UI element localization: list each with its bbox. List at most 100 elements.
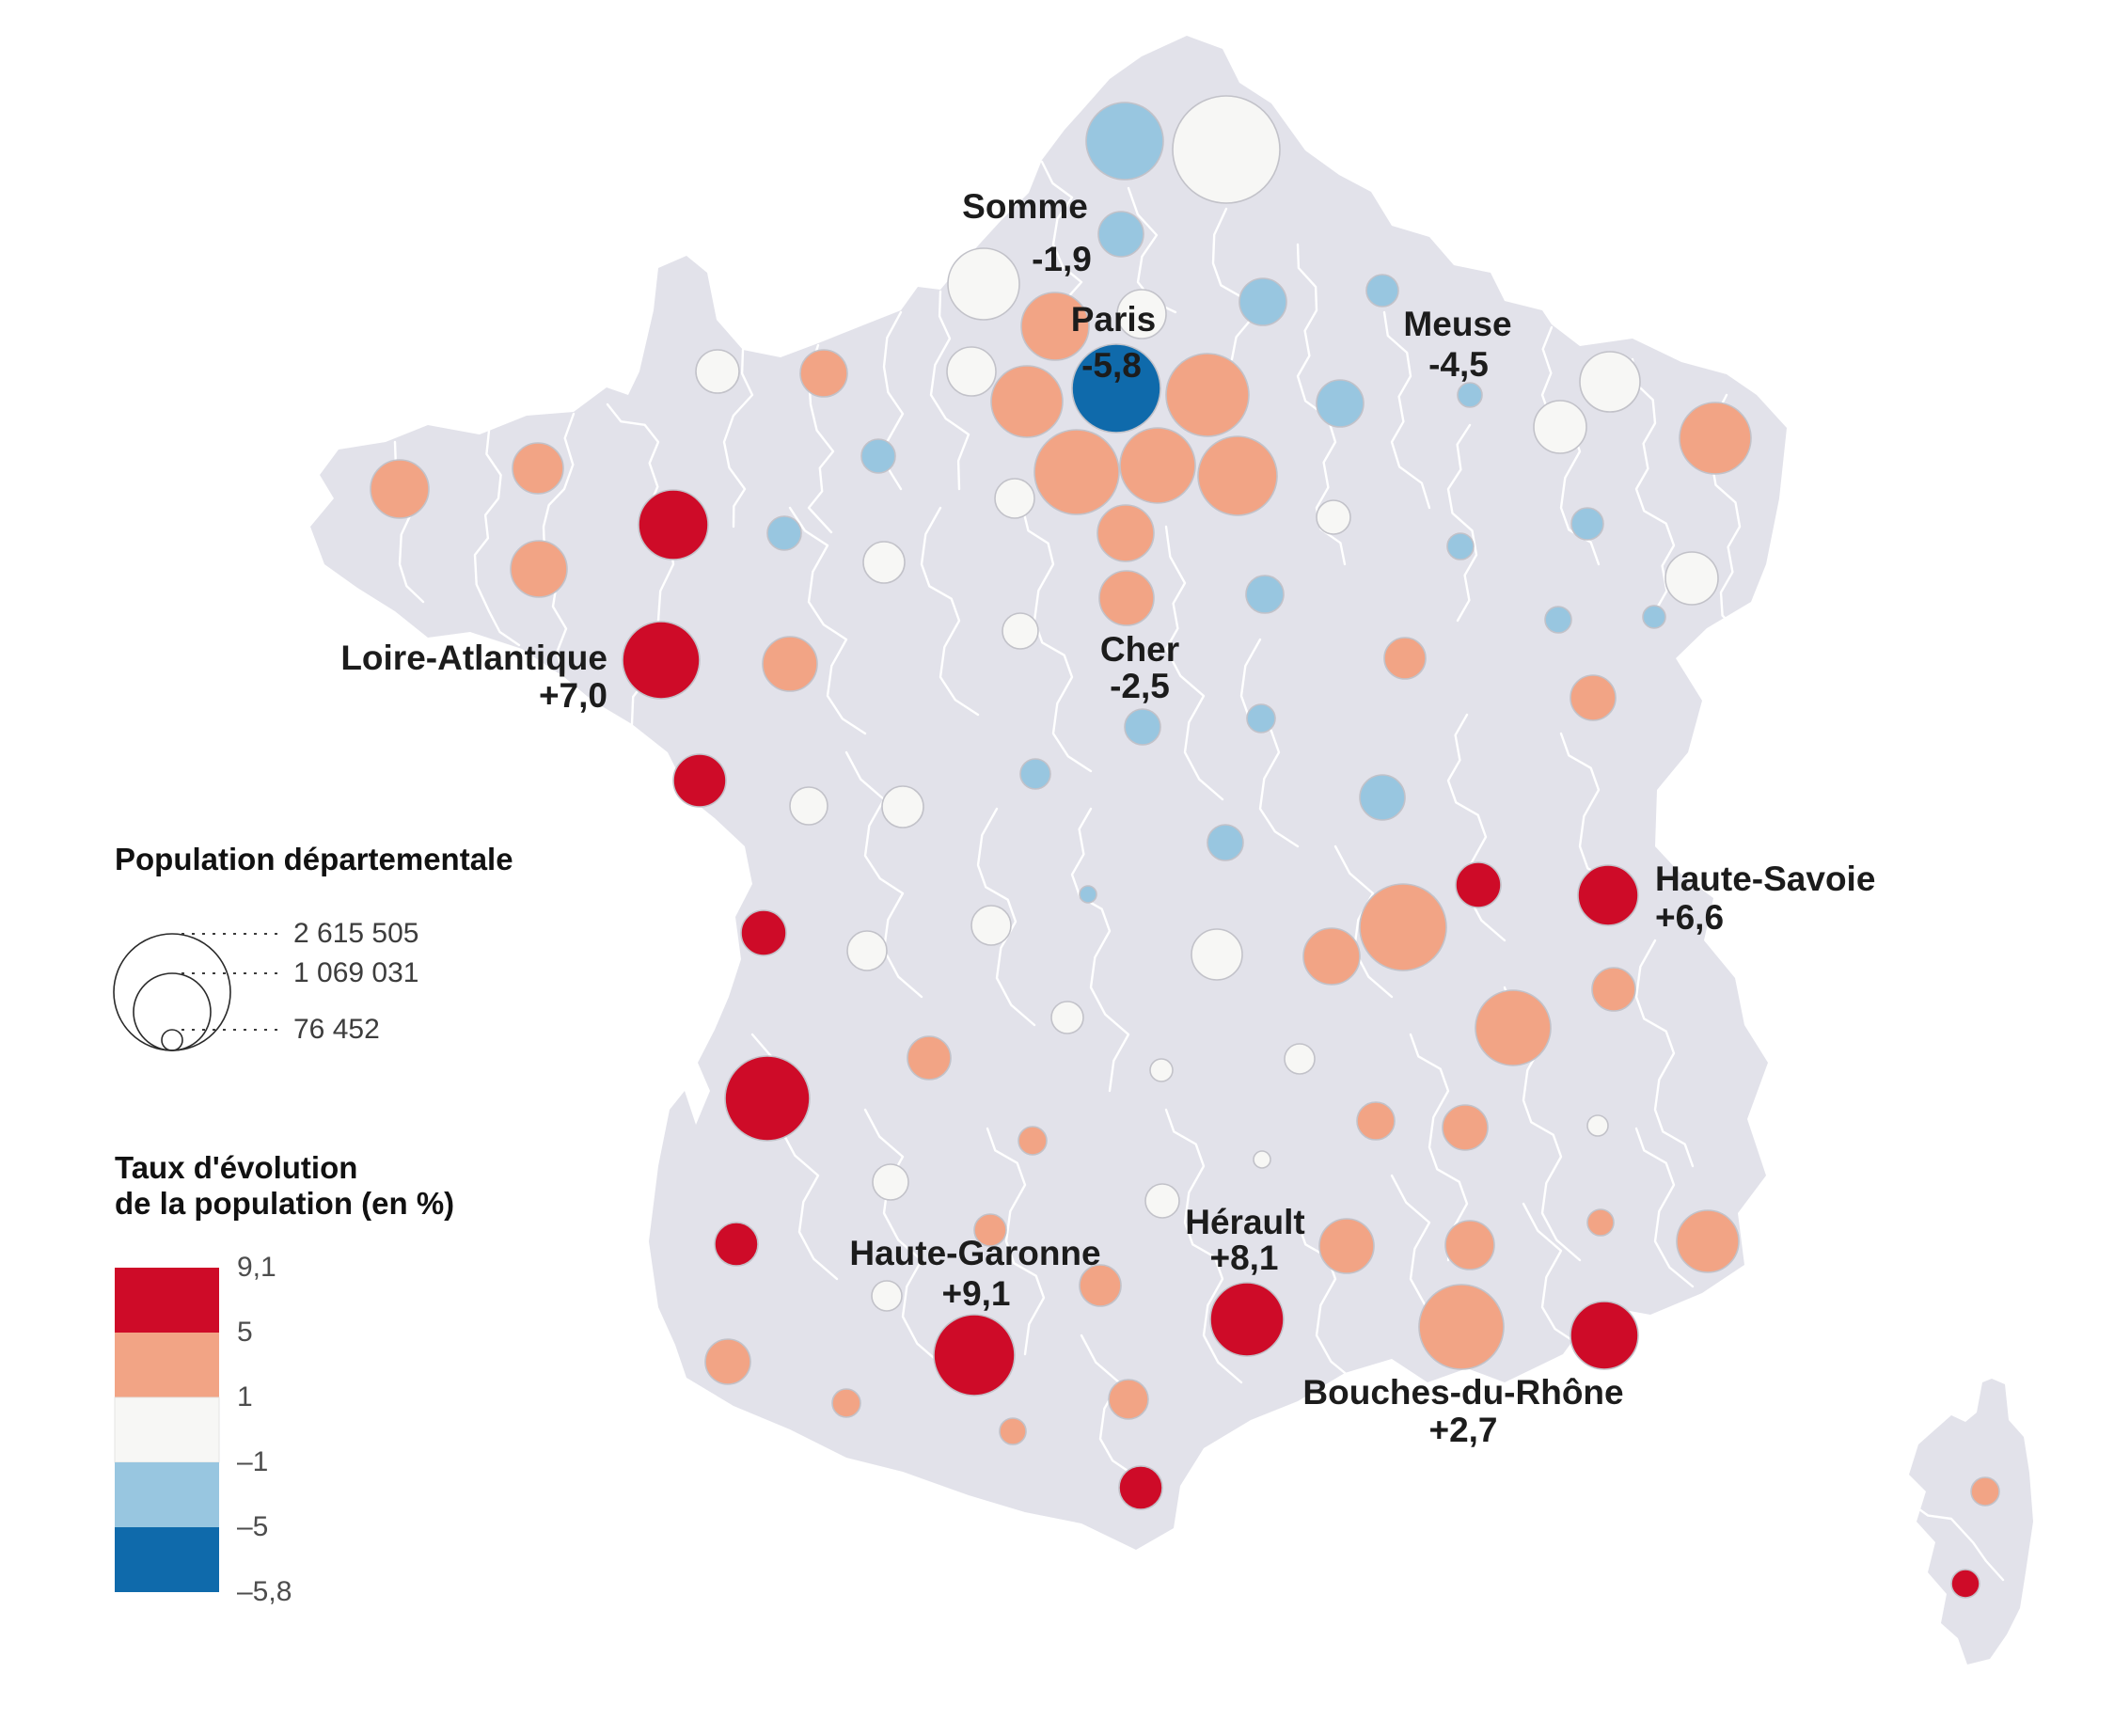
population-bubble[interactable] (1318, 1218, 1375, 1274)
population-bubble[interactable] (990, 365, 1064, 438)
population-bubble[interactable] (1302, 927, 1361, 986)
france-mainland-shape (310, 36, 1787, 1550)
population-bubble[interactable] (970, 905, 1012, 946)
population-bubble[interactable] (1124, 708, 1161, 746)
population-bubble[interactable] (1085, 102, 1164, 181)
population-bubble[interactable] (860, 438, 896, 474)
population-bubble[interactable] (714, 1222, 759, 1267)
population-bubble[interactable] (724, 1055, 811, 1142)
population-bubble[interactable] (1096, 504, 1155, 562)
population-bubble[interactable] (1365, 274, 1399, 308)
population-bubble[interactable] (946, 346, 997, 397)
population-bubble[interactable] (1284, 1043, 1316, 1075)
population-bubble[interactable] (881, 785, 924, 829)
population-bubble[interactable] (1020, 292, 1090, 361)
population-bubble[interactable] (1970, 1476, 2000, 1507)
population-bubble[interactable] (1570, 507, 1604, 541)
population-bubble[interactable] (1079, 1264, 1122, 1307)
population-bubble[interactable] (907, 1035, 952, 1081)
population-bubble[interactable] (1119, 427, 1196, 504)
population-bubble[interactable] (1475, 989, 1552, 1066)
population-bubble[interactable] (370, 459, 430, 519)
population-bubble[interactable] (871, 1280, 903, 1312)
population-bubble[interactable] (1209, 1282, 1285, 1357)
population-bubble[interactable] (1079, 885, 1097, 904)
population-bubble[interactable] (1019, 758, 1051, 790)
population-bubble[interactable] (1165, 353, 1250, 437)
population-bubble[interactable] (1359, 774, 1406, 821)
population-bubble[interactable] (1098, 570, 1155, 626)
population-bubble[interactable] (789, 786, 828, 826)
population-bubble[interactable] (1033, 429, 1120, 515)
population-bubble[interactable] (1664, 551, 1719, 606)
population-bubble[interactable] (831, 1388, 861, 1418)
population-bubble[interactable] (1444, 1220, 1495, 1270)
population-bubble[interactable] (1097, 211, 1144, 258)
population-bubble[interactable] (1383, 637, 1427, 680)
population-bubble[interactable] (1950, 1569, 1980, 1599)
population-bubble[interactable] (1591, 967, 1636, 1012)
population-bubble[interactable] (1679, 402, 1752, 475)
population-bubble[interactable] (1071, 343, 1161, 434)
population-bubble[interactable] (1586, 1208, 1615, 1237)
population-bubble[interactable] (1144, 1183, 1180, 1219)
population-bubble[interactable] (1356, 1101, 1396, 1141)
population-bubble[interactable] (1642, 605, 1666, 629)
population-bubble[interactable] (973, 1213, 1007, 1247)
population-bubble[interactable] (1118, 1465, 1163, 1510)
population-bubble[interactable] (1207, 824, 1244, 861)
population-bubble[interactable] (1246, 703, 1276, 734)
population-bubble[interactable] (999, 1417, 1027, 1445)
population-bubble[interactable] (1002, 612, 1039, 650)
annotation-haute-garonne-name: Haute-Garonne (849, 1234, 1100, 1272)
population-bubble[interactable] (1579, 351, 1641, 413)
population-bubble[interactable] (862, 541, 906, 584)
population-bubble[interactable] (799, 349, 848, 398)
population-bubble[interactable] (510, 540, 568, 598)
population-bubble[interactable] (1050, 1001, 1084, 1034)
population-bubble[interactable] (672, 753, 727, 808)
annotation-bouches-du-rhone-name: Bouches-du-Rhône (1302, 1373, 1623, 1412)
population-bubble[interactable] (1533, 400, 1587, 454)
population-bubble[interactable] (1316, 499, 1351, 535)
population-bubble[interactable] (1238, 277, 1287, 326)
population-bubble[interactable] (1191, 928, 1243, 981)
legend-rate-break: –5,8 (237, 1576, 292, 1607)
department-border-line (863, 1108, 942, 1365)
legend-rate-swatch-dblue (115, 1527, 219, 1592)
population-bubble[interactable] (1316, 379, 1365, 428)
population-bubble[interactable] (1197, 435, 1278, 516)
population-bubble[interactable] (1172, 95, 1281, 204)
population-bubble[interactable] (1457, 382, 1483, 408)
population-bubble[interactable] (1245, 575, 1285, 614)
population-bubble[interactable] (1570, 674, 1617, 721)
population-bubble[interactable] (1446, 532, 1475, 560)
population-bubble[interactable] (1586, 1114, 1609, 1137)
population-bubble[interactable] (1253, 1150, 1271, 1169)
population-bubble[interactable] (622, 621, 701, 700)
population-bubble[interactable] (512, 442, 564, 495)
population-bubble[interactable] (638, 489, 709, 560)
population-bubble[interactable] (846, 930, 888, 971)
population-bubble[interactable] (872, 1163, 909, 1201)
population-bubble[interactable] (1108, 1379, 1149, 1420)
population-bubble[interactable] (1116, 289, 1167, 339)
population-bubble[interactable] (1676, 1209, 1740, 1273)
population-bubble[interactable] (1149, 1058, 1174, 1082)
population-bubble[interactable] (994, 478, 1035, 519)
population-bubble[interactable] (947, 247, 1020, 321)
population-bubble[interactable] (762, 636, 818, 692)
population-bubble[interactable] (933, 1314, 1016, 1397)
population-bubble[interactable] (695, 349, 740, 394)
population-bubble[interactable] (1442, 1104, 1489, 1151)
population-bubble[interactable] (1418, 1284, 1505, 1370)
population-bubble[interactable] (1359, 883, 1447, 971)
population-bubble[interactable] (1570, 1301, 1639, 1370)
population-bubble[interactable] (1577, 864, 1639, 926)
population-bubble[interactable] (1455, 861, 1502, 908)
population-bubble[interactable] (766, 515, 802, 551)
population-bubble[interactable] (1544, 606, 1572, 634)
population-bubble[interactable] (1018, 1126, 1048, 1156)
population-bubble[interactable] (704, 1338, 751, 1385)
population-bubble[interactable] (740, 909, 787, 956)
